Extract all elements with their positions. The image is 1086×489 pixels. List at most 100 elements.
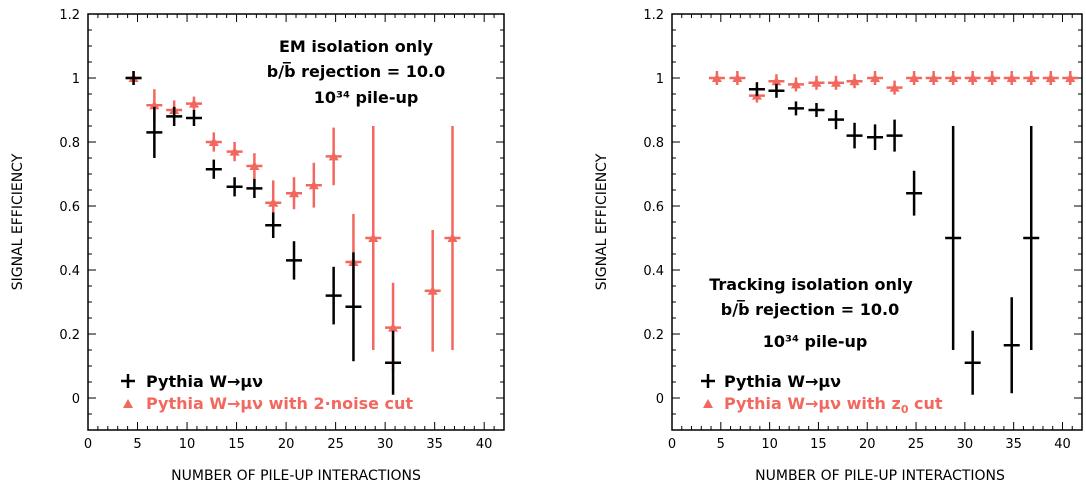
triangle-point [305, 162, 322, 208]
triangle-marker [967, 73, 978, 82]
annotation-line-2: b/b̅ rejection = 10.0 [267, 61, 445, 81]
triangle-point [205, 132, 222, 152]
cross-point [345, 252, 362, 362]
triangle-marker [268, 197, 279, 207]
legend: Pythia W→μν Pythia W→μν with z0 cut [701, 372, 943, 416]
cross-point [768, 83, 785, 98]
triangle-marker [249, 161, 260, 170]
cross-point [166, 106, 183, 126]
x-axis-title: NUMBER OF PILE-UP INTERACTIONS [171, 468, 421, 484]
x-tick-label: 25 [327, 437, 344, 452]
triangle-point [925, 71, 942, 85]
cross-point [385, 330, 402, 395]
triangle-point [867, 71, 884, 85]
x-tick-label: 35 [1005, 437, 1022, 452]
y-tick-label: 1.2 [59, 8, 80, 23]
x-tick-label: 40 [1054, 437, 1071, 452]
triangle-marker [928, 73, 939, 82]
triangle-marker [149, 100, 160, 110]
cross-point [205, 159, 222, 179]
cross-point [748, 82, 765, 97]
triangle-marker [790, 79, 801, 89]
panel-right: 0 5 10 15 20 25 30 35 40 0 0.2 0.4 0.6 0.8 1 1.2 SIGNAL… [594, 8, 1083, 484]
triangle-point [246, 153, 263, 179]
legend-marker-cross [701, 374, 715, 388]
triangle-point [365, 126, 382, 350]
y-tick-label: 1.2 [643, 8, 664, 23]
cross-point [906, 170, 923, 216]
triangle-point [846, 74, 863, 89]
x-tick-label: 15 [810, 437, 827, 452]
triangle-marker [289, 188, 300, 198]
y-tick-label: 0.4 [59, 264, 80, 279]
triangle-point [828, 75, 844, 90]
triangle-point [808, 75, 825, 90]
triangle-marker [987, 73, 998, 82]
legend-label-series-1: Pythia W→μν [146, 372, 263, 391]
legend-label-series-2-suffix: cut [908, 394, 942, 413]
triangle-point [185, 96, 202, 111]
triangle-marker [831, 77, 841, 87]
legend-label-series-2: Pythia W→μν with z0 cut [724, 394, 943, 416]
annotation-line-3: 10³⁴ pile-up [314, 88, 419, 107]
triangle-marker [711, 73, 722, 82]
triangle-marker [388, 322, 399, 332]
triangle-marker [308, 180, 319, 190]
cross-point [125, 71, 142, 85]
triangle-point [1003, 71, 1020, 85]
data-points [125, 71, 461, 395]
triangle-point [964, 71, 981, 85]
x-tick-label: 0 [668, 437, 676, 452]
triangle-marker [1006, 73, 1017, 82]
cross-point [286, 241, 303, 280]
triangle-point [787, 77, 804, 92]
legend-marker-triangle [123, 399, 133, 408]
legend-label-series-2: Pythia W→μν with 2·noise cut [146, 394, 413, 413]
cross-point [246, 178, 263, 198]
cross-point [1003, 297, 1020, 394]
annotation-line-2: b/b̅ rejection = 10.0 [721, 299, 899, 319]
cross-point [185, 110, 202, 126]
x-tick-label: 20 [859, 437, 876, 452]
cross-point [146, 106, 163, 158]
triangle-marker [1026, 73, 1037, 82]
triangle-marker [732, 73, 743, 82]
x-tick-label: 30 [377, 437, 394, 452]
triangle-point [945, 71, 962, 85]
y-tick-label: 0.8 [59, 136, 80, 151]
x-tick-label: 10 [179, 437, 196, 452]
y-tick-label: 0 [656, 392, 664, 407]
triangle-point [286, 177, 303, 210]
y-tick-label: 0.6 [59, 200, 80, 215]
y-tick-label: 0 [72, 392, 80, 407]
x-tick-label: 10 [761, 437, 778, 452]
cross-point [945, 126, 962, 350]
legend-marker-triangle [703, 399, 713, 408]
y-tick-label: 0.2 [59, 328, 80, 343]
y-tick-label: 0.4 [643, 264, 664, 279]
y-tick-label: 1 [72, 72, 80, 87]
cross-point [867, 124, 884, 150]
y-tick-label: 0.2 [643, 328, 664, 343]
cross-point [1023, 126, 1040, 350]
cross-point [226, 177, 243, 197]
panel-left: 0 5 10 15 20 25 30 35 40 0 0.2 0.4 0.6 0.8 1 1.2 SIGNAL… [10, 8, 505, 484]
triangle-marker [909, 73, 920, 82]
legend-label-series-2-subscript: 0 [901, 403, 909, 416]
triangle-point [984, 71, 1001, 85]
cross-point [964, 330, 981, 395]
triangle-marker [948, 73, 959, 82]
triangle-point [424, 230, 441, 352]
triangle-point [444, 126, 461, 350]
cross-point [325, 266, 342, 325]
triangle-marker [427, 285, 438, 295]
triangle-marker [1065, 73, 1076, 82]
triangle-marker [811, 77, 822, 87]
x-tick-label: 5 [133, 437, 141, 452]
triangle-point [729, 71, 746, 85]
annotation-line-3: 10³⁴ pile-up [763, 332, 868, 351]
x-tick-label: 30 [957, 437, 974, 452]
plot-frame [671, 13, 1083, 431]
x-tick-label: 20 [278, 437, 295, 452]
